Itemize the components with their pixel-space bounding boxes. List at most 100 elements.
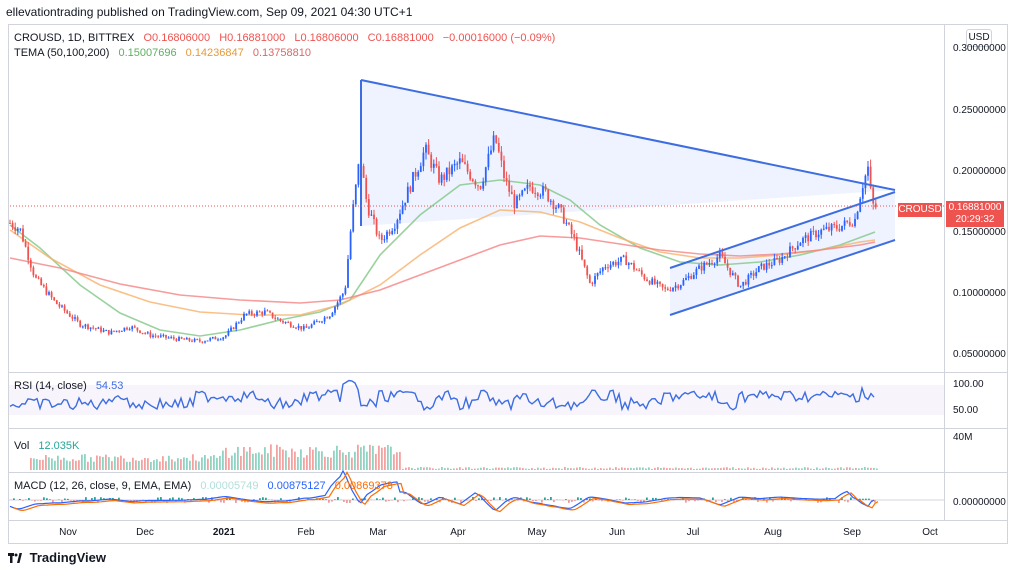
macd-hist-value: 0.00005749	[200, 480, 259, 492]
candle-body	[591, 282, 594, 284]
candle-body	[175, 338, 178, 341]
macd-name[interactable]: MACD (12, 26, close, 9, EMA, EMA)	[14, 480, 192, 492]
volume-bar	[489, 468, 491, 470]
volume-bar	[450, 468, 452, 470]
macd-hist-bar	[772, 500, 774, 502]
candle-body	[560, 204, 563, 208]
candle-body	[469, 171, 472, 180]
vol-name[interactable]: Vol	[14, 440, 30, 452]
volume-bar	[144, 457, 146, 470]
candle-body	[698, 265, 700, 269]
macd-hist-bar	[580, 498, 582, 500]
macd-hist-bar	[391, 500, 393, 501]
volume-bar	[492, 468, 494, 470]
candle-body	[391, 230, 394, 234]
candle-body	[711, 262, 713, 264]
volume-bar	[69, 461, 71, 470]
candle-body	[29, 259, 32, 268]
candle-body	[763, 263, 765, 270]
tema-value-1: 0.15007696	[118, 47, 177, 59]
candle-body	[167, 337, 170, 339]
macd-value: 0.00875127	[267, 480, 326, 492]
candle-body	[791, 246, 794, 249]
volume-bar	[138, 460, 140, 470]
candle-body	[118, 330, 121, 332]
volume-bar	[798, 468, 800, 470]
candle-body	[256, 311, 258, 316]
volume-bar	[390, 446, 392, 470]
macd-hist-bar	[13, 498, 15, 500]
volume-bar	[666, 468, 668, 470]
rsi-name[interactable]: RSI (14, close)	[14, 380, 87, 392]
candle-body	[149, 332, 152, 337]
volume-bar	[60, 459, 62, 470]
volume-bar	[756, 468, 758, 470]
candle-body	[253, 314, 256, 316]
volume-bar	[228, 457, 230, 470]
candle-body	[643, 274, 646, 280]
tradingview-brand[interactable]: TradingView	[8, 550, 106, 565]
candle-body	[822, 228, 825, 230]
time-label: Apr	[450, 527, 466, 538]
volume-bar	[78, 460, 80, 470]
currency-button[interactable]: USD	[966, 29, 992, 47]
candle-body	[84, 324, 87, 327]
tema-name[interactable]: TEMA (50,100,200)	[14, 47, 110, 59]
candle-body	[55, 300, 58, 305]
volume-bar	[474, 468, 476, 470]
macd-hist-bar	[733, 500, 735, 503]
candle-body	[11, 223, 14, 228]
candle-body	[861, 188, 864, 199]
candle-body	[531, 186, 534, 193]
macd-hist-bar	[526, 497, 528, 500]
volume-bar	[267, 453, 269, 470]
macd-line	[9, 469, 875, 511]
candle-body	[386, 231, 388, 240]
symbol-info[interactable]: CROUSD, 1D, BITTREX	[14, 32, 135, 44]
candle-body	[344, 287, 347, 294]
macd-hist-bar	[343, 500, 345, 502]
candle-body	[648, 280, 651, 285]
volume-bar	[48, 457, 50, 470]
volume-bar	[603, 468, 605, 470]
volume-bar	[759, 468, 761, 470]
macd-hist-bar	[586, 498, 588, 500]
candle-body	[760, 263, 763, 267]
volume-bar	[573, 468, 575, 470]
candle-body	[630, 263, 633, 265]
volume-bar	[282, 449, 284, 470]
macd-hist-bar	[376, 498, 378, 500]
macd-hist-bar	[40, 500, 42, 501]
volume-bar	[378, 445, 380, 470]
macd-hist-bar	[511, 499, 513, 500]
volume-bar	[324, 456, 326, 470]
candle-body	[471, 179, 474, 182]
macd-hist-bar	[388, 500, 390, 502]
macd-hist-bar	[874, 500, 876, 503]
volume-bar	[789, 468, 791, 470]
volume-bar	[420, 467, 422, 470]
candle-body	[27, 246, 30, 260]
macd-hist-bar	[172, 497, 174, 500]
candle-body	[201, 341, 204, 343]
volume-bar	[645, 468, 647, 470]
candle-body	[120, 330, 123, 332]
volume-bar	[348, 452, 350, 470]
macd-hist-bar	[697, 500, 699, 501]
volume-bar	[777, 467, 779, 470]
macd-hist-bar	[349, 500, 351, 503]
candle-body	[404, 202, 407, 206]
macd-hist-bar	[328, 500, 330, 503]
candle-body	[815, 230, 817, 238]
candle-body	[139, 330, 141, 333]
macd-hist-bar	[838, 500, 840, 503]
candle-body	[864, 175, 867, 189]
candle-body	[334, 306, 336, 313]
candle-body	[526, 184, 529, 189]
candle-body	[664, 287, 667, 289]
volume-bar	[846, 467, 848, 470]
volume-bar	[594, 467, 596, 470]
volume-bar	[864, 467, 866, 470]
volume-bar	[651, 468, 653, 470]
